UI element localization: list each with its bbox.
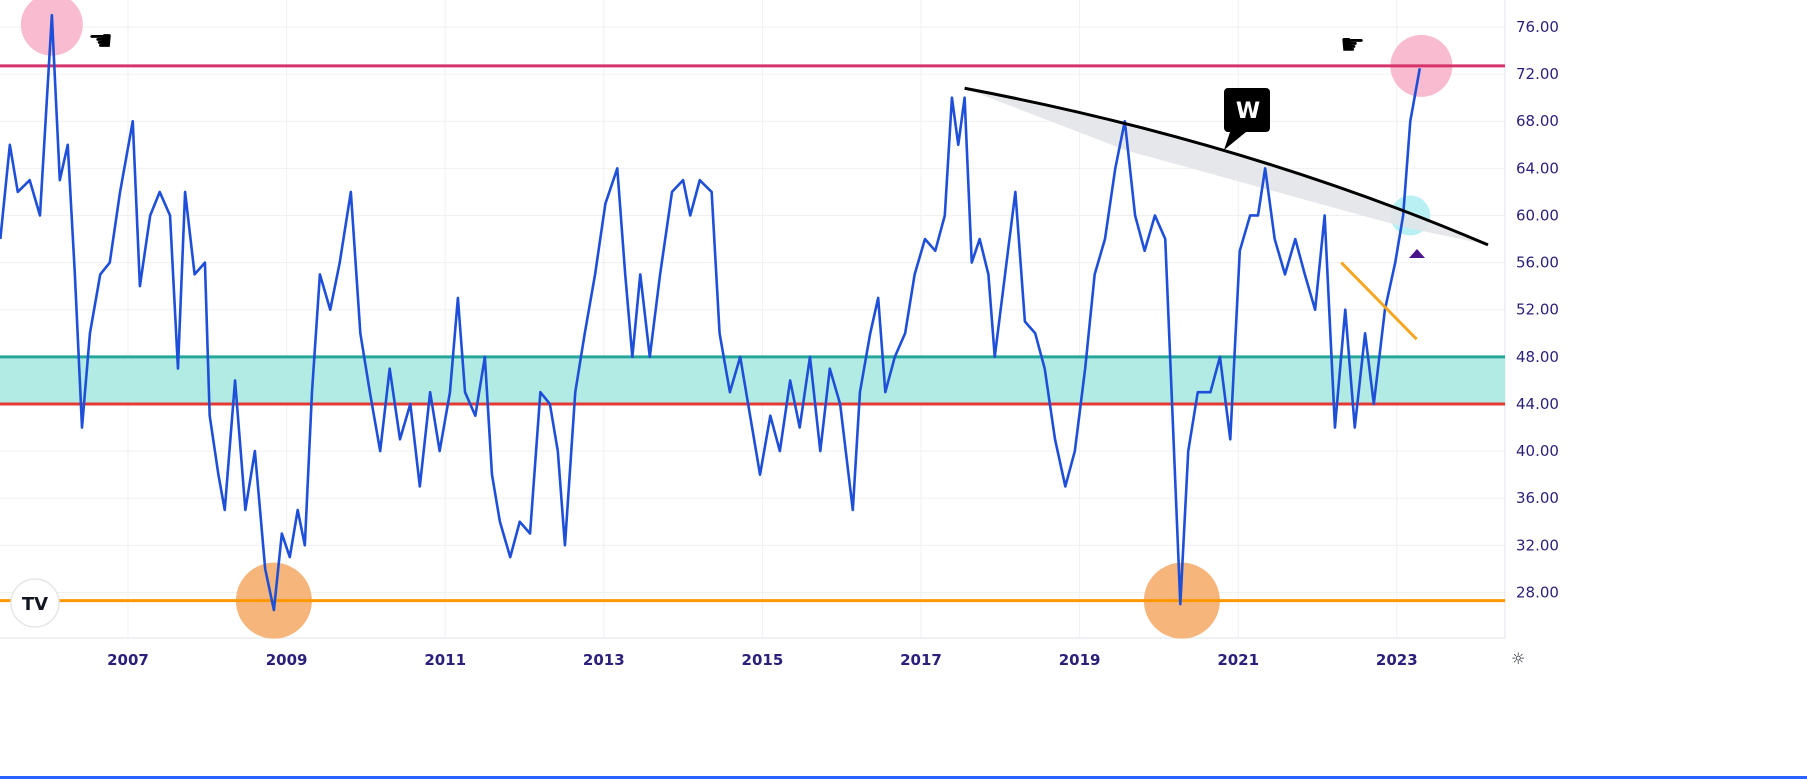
y-tick-label: 64.00 — [1516, 159, 1559, 177]
y-tick-label: 76.00 — [1516, 18, 1559, 36]
x-tick-label: 2017 — [900, 651, 942, 669]
y-tick-label: 44.00 — [1516, 395, 1559, 413]
x-tick-label: 2009 — [266, 651, 308, 669]
triangle-up-icon — [1409, 249, 1425, 258]
settings-gear-icon[interactable]: ☼ — [1511, 649, 1525, 668]
y-tick-label: 68.00 — [1516, 112, 1559, 130]
tradingview-logo: TV — [10, 578, 60, 628]
callout-box — [1224, 88, 1270, 150]
trendline-shading — [964, 88, 1488, 245]
y-tick-label: 48.00 — [1516, 348, 1559, 366]
hand-pointing-right-icon: ☛ — [1340, 28, 1365, 61]
falling-trendline — [1340, 261, 1418, 341]
y-tick-label: 32.00 — [1516, 536, 1559, 554]
callout-label: W — [1236, 99, 1260, 124]
highlight-band — [0, 356, 1505, 404]
y-tick-label: 60.00 — [1516, 206, 1559, 224]
x-tick-label: 2007 — [107, 651, 149, 669]
y-tick-label: 28.00 — [1516, 583, 1559, 601]
x-tick-label: 2021 — [1217, 651, 1259, 669]
y-tick-label: 52.00 — [1516, 301, 1559, 319]
bottom-border — [0, 776, 1807, 779]
x-tick-label: 2023 — [1376, 651, 1418, 669]
y-tick-label: 56.00 — [1516, 254, 1559, 272]
x-tick-label: 2015 — [742, 651, 784, 669]
resistance-trendline — [964, 86, 1489, 247]
x-tick-label: 2019 — [1059, 651, 1101, 669]
y-tick-label: 36.00 — [1516, 489, 1559, 507]
x-tick-label: 2013 — [583, 651, 625, 669]
x-tick-label: 2011 — [424, 651, 466, 669]
y-tick-label: 40.00 — [1516, 442, 1559, 460]
y-tick-label: 72.00 — [1516, 65, 1559, 83]
hand-pointing-left-icon: ☚ — [88, 24, 113, 57]
logo-badge — [10, 578, 60, 628]
logo-text: TV — [22, 594, 48, 615]
price-line — [0, 13, 1422, 612]
